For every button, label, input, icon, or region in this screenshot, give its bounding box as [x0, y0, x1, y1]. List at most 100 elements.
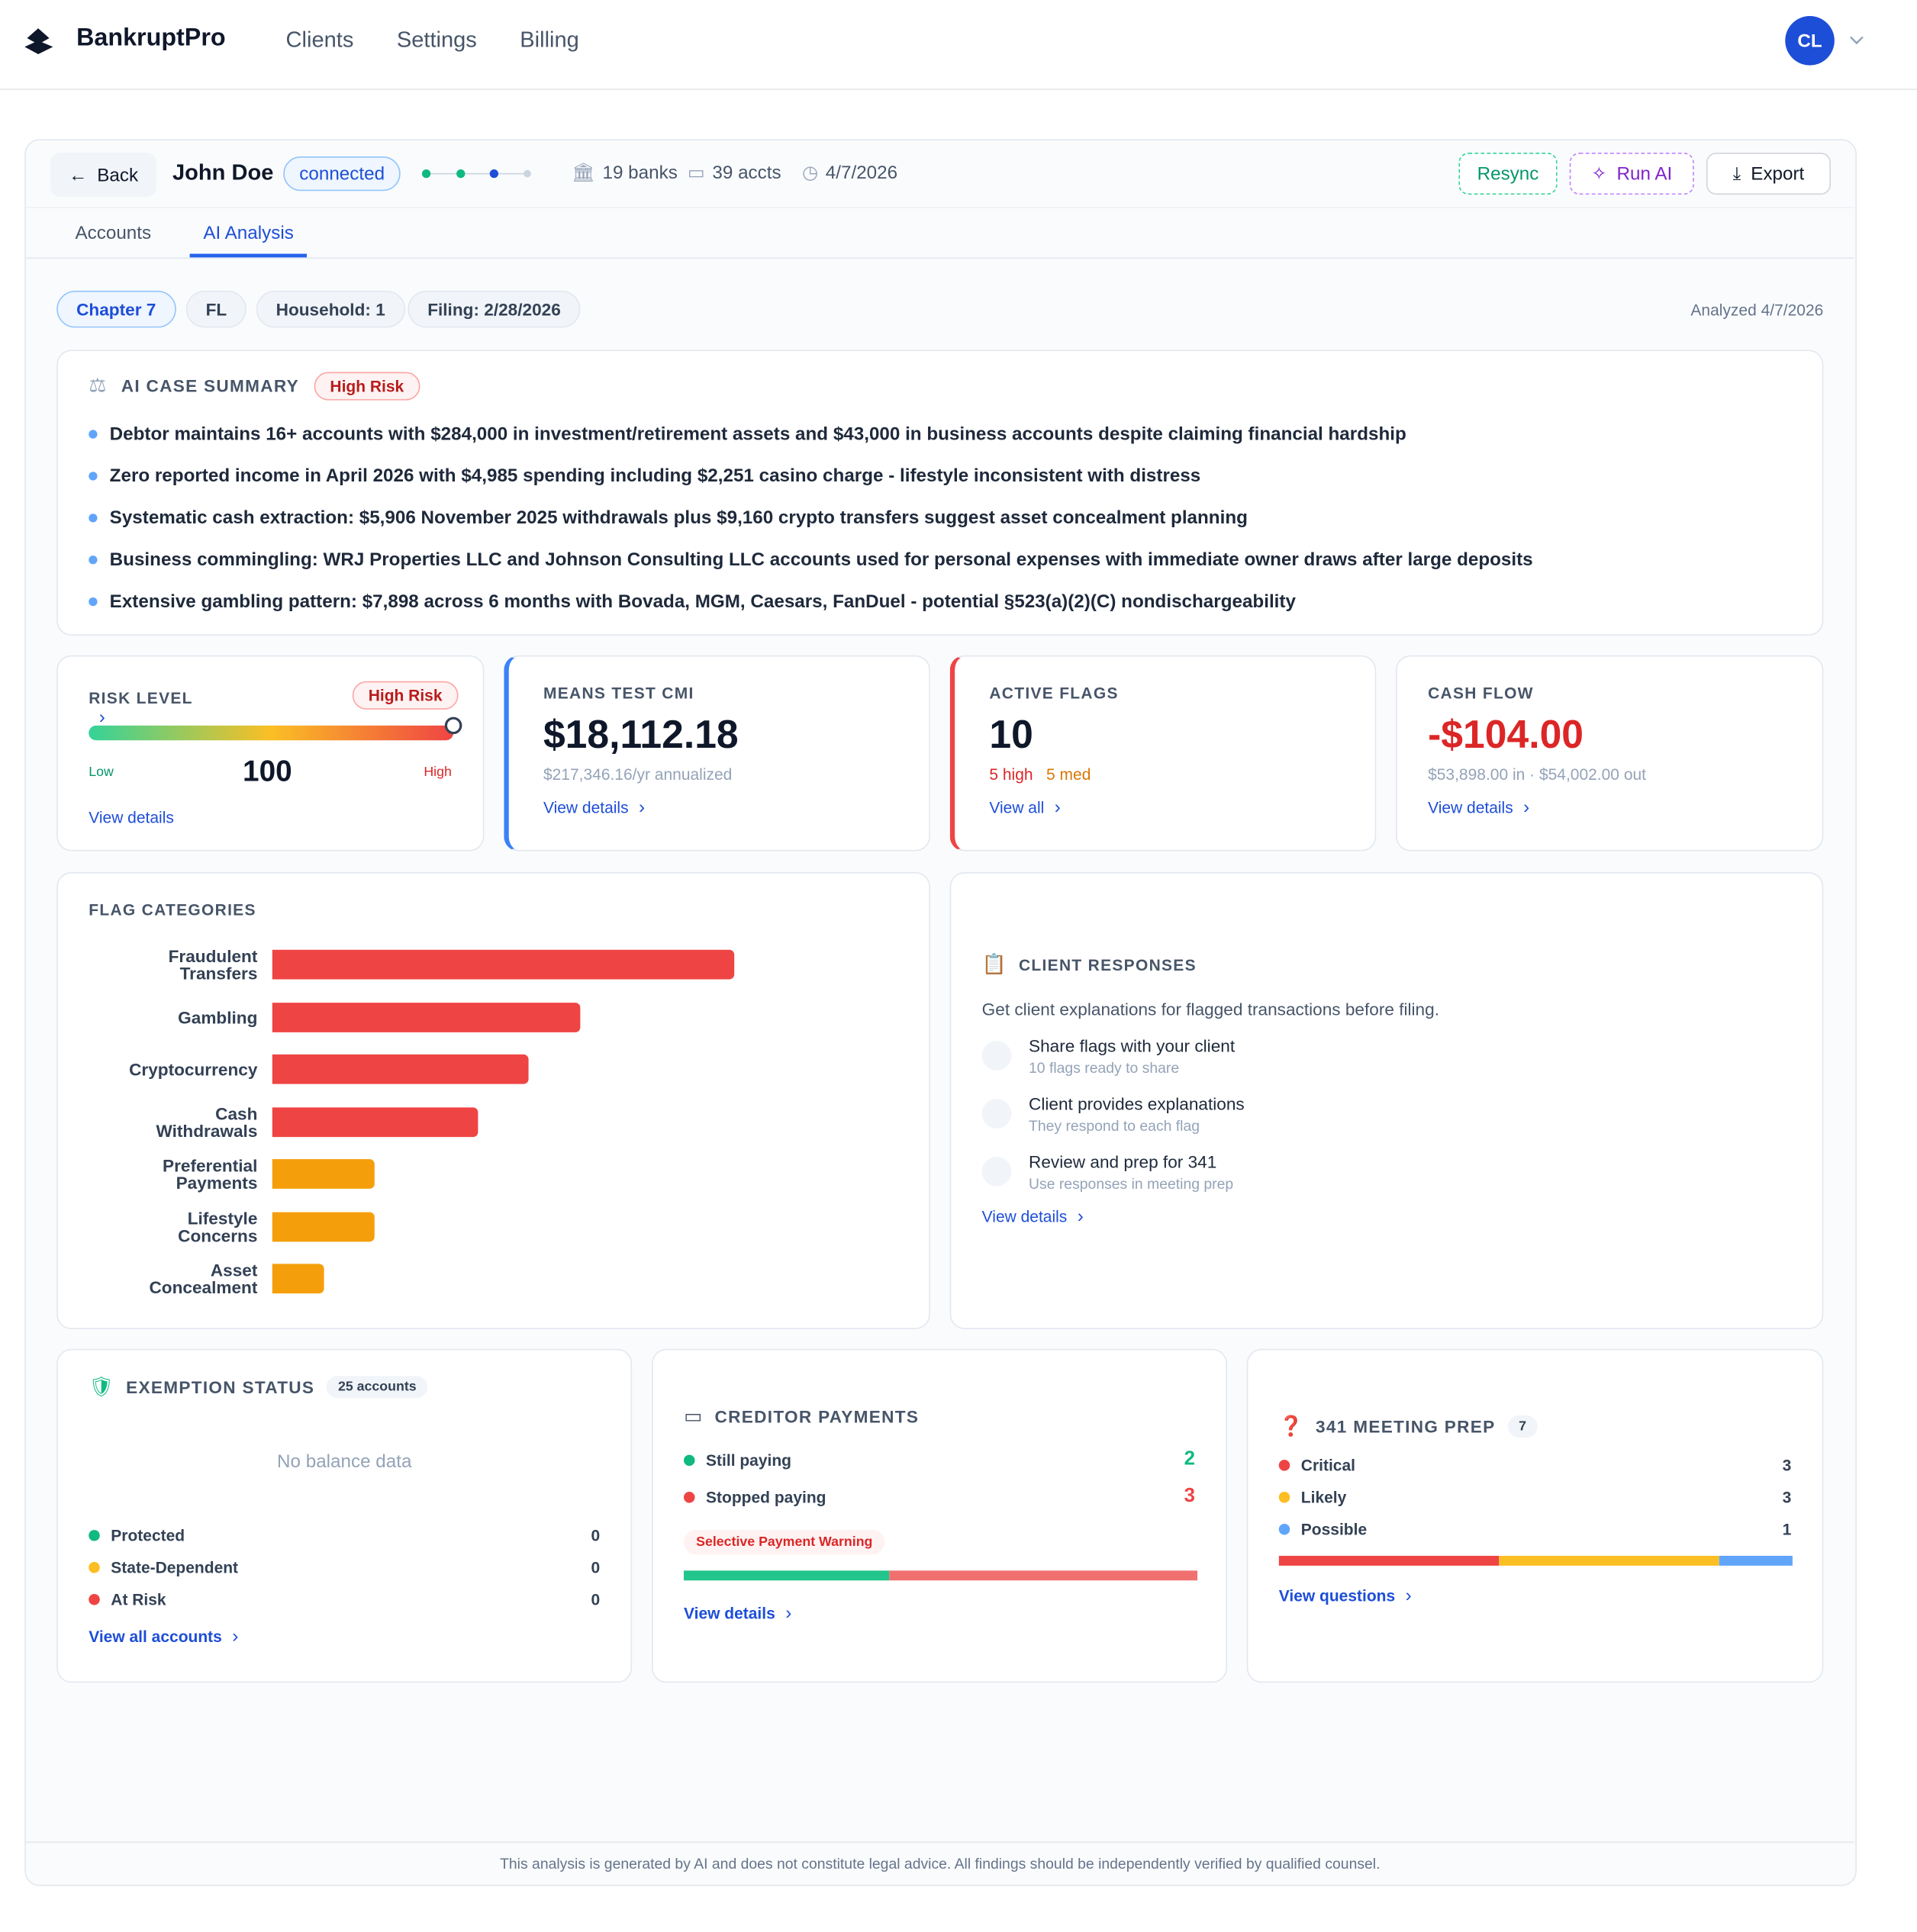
stack-segment	[1719, 1555, 1793, 1566]
badge: High Risk	[352, 681, 459, 710]
legend-dot	[89, 1529, 100, 1541]
category-bar	[272, 1106, 478, 1137]
stack-segment	[889, 1570, 1198, 1581]
status-badge: connected	[283, 156, 401, 192]
legend-dot	[1278, 1459, 1290, 1470]
warning: Selective Payment Warning	[683, 1530, 885, 1555]
date: ◷ 4/7/2026	[801, 162, 898, 184]
med: 5 med	[1046, 765, 1091, 784]
analyzed-date: Analyzed 4/7/2026	[1690, 300, 1824, 320]
step: Review and prep for 341 Use responses in …	[981, 1151, 1792, 1193]
title: AI CASE SUMMARY	[121, 375, 300, 396]
chevron: ›	[628, 797, 646, 818]
step-title: Client provides explanations	[1029, 1093, 1245, 1114]
legend-label: State-Dependent	[111, 1557, 239, 1576]
tab-active[interactable]: AI Analysis	[203, 223, 294, 244]
nav-link[interactable]: Settings	[396, 27, 477, 52]
category-bar	[272, 1002, 581, 1032]
title: 341 MEETING PREP	[1316, 1416, 1496, 1437]
legend-count: 3	[1782, 1455, 1792, 1474]
link[interactable]: View all	[989, 798, 1045, 817]
value: -$104.00	[1428, 712, 1584, 757]
nav-link[interactable]: Billing	[520, 27, 579, 52]
chip: Household: 1	[256, 290, 405, 328]
category-label: Preferential Payments	[163, 1155, 258, 1193]
title: RISK LEVEL	[89, 688, 193, 707]
rows: Protected 0 State-Dependent 0 At Risk 0	[89, 1519, 600, 1615]
summary-header: ⚖ AI CASE SUMMARY High Risk	[89, 369, 1791, 403]
legend-label: Still paying	[706, 1450, 791, 1470]
chevron[interactable]	[1848, 34, 1866, 47]
legend-count: 0	[591, 1525, 601, 1544]
category-label: Cryptocurrency	[129, 1059, 258, 1080]
divider	[25, 1841, 1854, 1843]
legend-count: 3	[1184, 1485, 1195, 1507]
severity: 5 high 5 med	[989, 765, 1340, 784]
link[interactable]: View questions	[1278, 1586, 1396, 1605]
resync-button[interactable]: Resync	[1458, 153, 1558, 195]
legend-dot	[683, 1454, 695, 1466]
gauge	[89, 716, 462, 741]
legend-count: 3	[1782, 1487, 1792, 1506]
header: 📋 CLIENT RESPONSES	[982, 952, 1792, 977]
nav-link[interactable]: Clients	[285, 27, 354, 52]
label: Export	[1751, 163, 1805, 185]
header: ❓ 341 MEETING PREP 7	[1279, 1414, 1792, 1438]
chevron: ›	[89, 707, 105, 729]
title: CREDITOR PAYMENTS	[714, 1406, 920, 1427]
steps: Share flags with your client 10 flags rea…	[981, 1035, 1792, 1193]
stack-segment	[1499, 1555, 1719, 1566]
chevron: ›	[1067, 1206, 1084, 1227]
top-nav: BankruptPro Clients Settings Billing CL	[0, 0, 1917, 90]
step-title: Share flags with your client	[1029, 1035, 1236, 1056]
link[interactable]: View details	[1428, 798, 1513, 817]
bullet-dot	[89, 429, 98, 438]
icon: ⤓	[1732, 163, 1741, 185]
sub: $53,898.00 in · $54,002.00 out	[1428, 765, 1646, 784]
bullet-text: Extensive gambling pattern: $7,898 acros…	[109, 591, 1296, 612]
link[interactable]: View details	[683, 1603, 775, 1623]
legend-row: Likely 3	[1278, 1481, 1792, 1513]
icon: ▭	[683, 1406, 703, 1428]
cashflow-card: CASH FLOW -$104.00 $53,898.00 in · $54,0…	[1396, 655, 1824, 852]
run-ai-button[interactable]: ✧ Run AI	[1569, 153, 1694, 195]
category-bar	[272, 1264, 324, 1294]
link[interactable]: View details	[89, 808, 174, 827]
step: Client provides explanations They respond…	[981, 1094, 1792, 1135]
link[interactable]: View details	[981, 1207, 1068, 1226]
chevron: ›	[1513, 797, 1530, 818]
bullet-list: Debtor maintains 16+ accounts with $284,…	[89, 413, 1791, 622]
avatar[interactable]: CL	[1785, 15, 1835, 66]
legend-dot	[89, 1593, 100, 1605]
sync-steps	[421, 169, 531, 179]
badge: High Risk	[314, 371, 420, 400]
bullet-dot	[89, 513, 98, 522]
brand[interactable]: BankruptPro	[76, 24, 226, 52]
legend-dot	[89, 1561, 100, 1573]
legend-row: Stopped paying 3	[683, 1478, 1195, 1515]
back-button[interactable]: ← Back	[50, 153, 157, 198]
export-button[interactable]: ⤓ Export	[1706, 153, 1831, 195]
bullet-text: Zero reported income in April 2026 with …	[109, 465, 1201, 486]
bullet-dot	[89, 555, 98, 564]
link[interactable]: View details	[543, 798, 629, 817]
legend-label: Stopped paying	[706, 1487, 826, 1506]
icon: 🛡	[89, 1377, 114, 1399]
legend-row: Critical 3	[1278, 1449, 1792, 1481]
link[interactable]: View all accounts	[89, 1627, 222, 1646]
accounts: ▭ 39 accts	[687, 162, 781, 184]
means-card: MEANS TEST CMI $18,112.18 $217,346.16/yr…	[504, 655, 930, 852]
step-text: Client provides explanations They respond…	[1029, 1094, 1245, 1135]
disclaimer: This analysis is generated by AI and doe…	[500, 1855, 1381, 1872]
step-icon	[981, 1099, 1012, 1129]
value: $18,112.18	[543, 712, 739, 757]
bullet-text: Debtor maintains 16+ accounts with $284,…	[109, 423, 1406, 444]
divider	[25, 207, 1854, 208]
legend-label: Likely	[1300, 1487, 1347, 1506]
stack-segment	[1278, 1555, 1500, 1566]
tab[interactable]: Accounts	[75, 223, 152, 244]
high: High	[424, 765, 452, 780]
legend-count: 1	[1782, 1519, 1792, 1538]
bullet: Debtor maintains 16+ accounts with $284,…	[89, 413, 1791, 455]
chip: Chapter 7	[56, 290, 176, 328]
